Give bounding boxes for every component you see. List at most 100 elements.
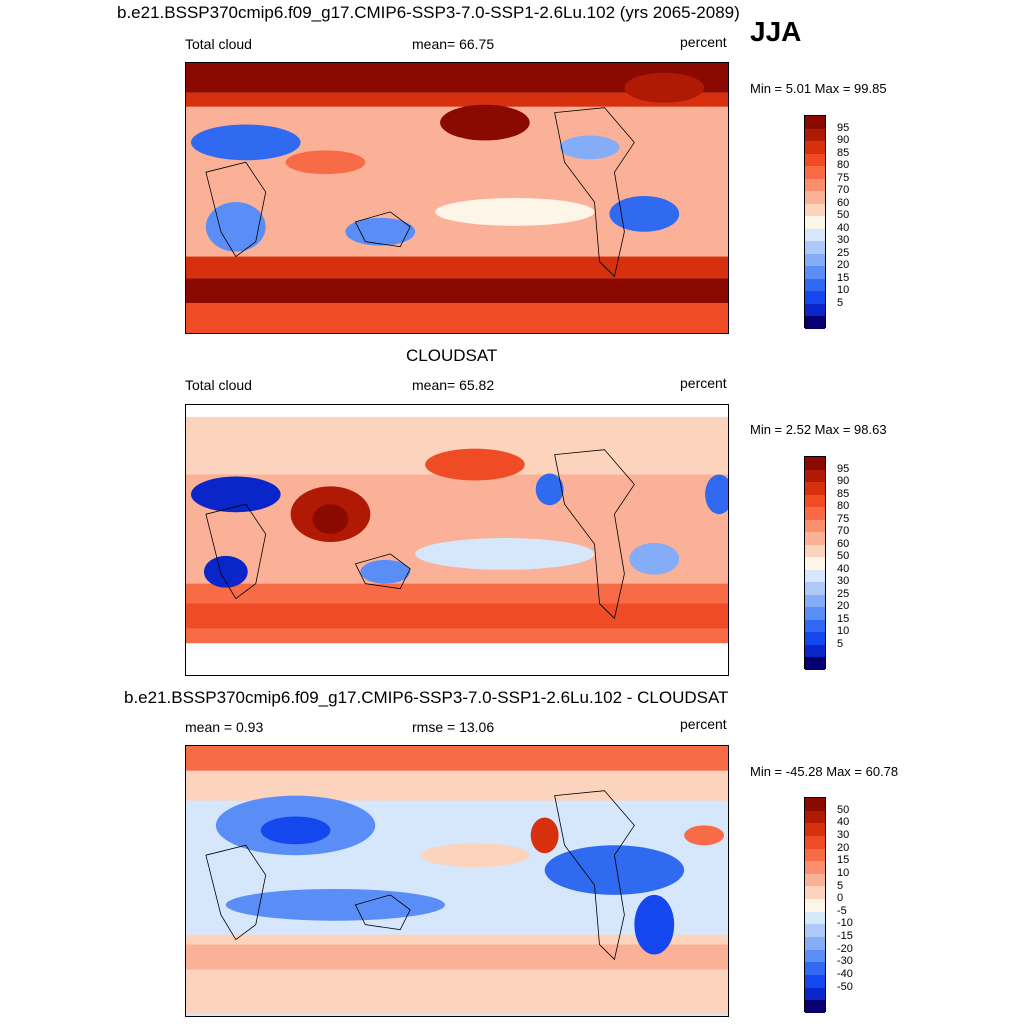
colorbar-tick-label: 50	[837, 209, 850, 222]
colorbar-tick-label: 15	[837, 612, 850, 625]
colorbar-swatch	[805, 937, 825, 950]
panel-3-title: b.e21.BSSP370cmip6.f09_g17.CMIP6-SSP3-7.…	[124, 688, 729, 707]
colorbar-swatch	[805, 798, 825, 811]
panel-1-min-max: Min = 5.01 Max = 99.85	[750, 81, 887, 96]
colorbar-swatch	[805, 191, 825, 204]
colorbar-swatch	[805, 594, 825, 608]
colorbar-swatch	[805, 949, 825, 963]
panel-3-mean-label: mean = 0.93	[185, 719, 264, 735]
colorbar-swatch	[805, 557, 825, 570]
colorbar-swatch	[805, 457, 825, 470]
colorbar-swatch	[805, 544, 825, 558]
colorbar-swatch	[805, 810, 825, 824]
colorbar-tick-label: 75	[837, 512, 850, 525]
colorbar-swatch	[805, 873, 825, 887]
colorbar-swatch	[805, 974, 825, 988]
panel-3-colorbar	[804, 797, 826, 1013]
panel-2-mean-label: mean= 65.82	[412, 377, 495, 393]
colorbar-tick-label: 30	[837, 234, 850, 247]
colorbar-swatch	[805, 291, 825, 304]
colorbar-swatch	[805, 987, 825, 1001]
colorbar-swatch	[805, 178, 825, 192]
colorbar-tick-label: -15	[837, 930, 853, 943]
colorbar-tick-label: 20	[837, 259, 850, 272]
colorbar-swatch	[805, 278, 825, 292]
panel-3-map	[185, 745, 729, 1017]
colorbar-swatch	[805, 886, 825, 900]
colorbar-tick-label: 5	[837, 879, 844, 892]
colorbar-tick-label: 10	[837, 625, 850, 638]
colorbar-swatch	[805, 1000, 825, 1013]
panel-3-units-label: percent	[680, 716, 727, 732]
panel-2-units-label: percent	[680, 375, 727, 391]
colorbar-tick-label: 95	[837, 121, 850, 134]
colorbar-swatch	[805, 644, 825, 658]
colorbar-swatch	[805, 316, 825, 329]
colorbar-tick-label: -20	[837, 942, 853, 955]
colorbar-tick-label: -50	[837, 980, 853, 993]
colorbar-tick-label: 70	[837, 184, 850, 197]
panel-2-map	[185, 404, 729, 676]
colorbar-tick-label: 95	[837, 462, 850, 475]
colorbar-swatch	[805, 153, 825, 167]
colorbar-tick-label: -10	[837, 917, 853, 930]
colorbar-tick-label: 20	[837, 600, 850, 613]
colorbar-swatch	[805, 911, 825, 925]
colorbar-swatch	[805, 823, 825, 836]
colorbar-swatch	[805, 962, 825, 975]
colorbar-tick-label: 60	[837, 196, 850, 209]
colorbar-tick-label: 10	[837, 866, 850, 879]
colorbar-tick-label: 0	[837, 892, 844, 905]
colorbar-tick-label: -40	[837, 968, 853, 981]
colorbar-tick-label: 40	[837, 816, 850, 829]
season-label: JJA	[750, 16, 802, 47]
colorbar-swatch	[805, 494, 825, 508]
colorbar-swatch	[805, 116, 825, 129]
colorbar-tick-label: 15	[837, 271, 850, 284]
colorbar-tick-label: 90	[837, 134, 850, 147]
colorbar-swatch	[805, 166, 825, 179]
colorbar-swatch	[805, 607, 825, 620]
panel-1-units-label: percent	[680, 34, 727, 50]
colorbar-swatch	[805, 141, 825, 154]
colorbar-tick-label: 5	[837, 296, 844, 309]
colorbar-tick-label: 30	[837, 575, 850, 588]
panel-1-colorbar	[804, 115, 826, 329]
colorbar-swatch	[805, 519, 825, 533]
colorbar-tick-label: 40	[837, 221, 850, 234]
panel-3-min-max: Min = -45.28 Max = 60.78	[750, 764, 899, 779]
colorbar-tick-label: 5	[837, 637, 844, 650]
colorbar-swatch	[805, 266, 825, 279]
colorbar-tick-label: -5	[837, 904, 847, 917]
colorbar-swatch	[805, 569, 825, 583]
panel-1-map	[185, 62, 729, 334]
panel-3-rmse-label: rmse = 13.06	[412, 719, 495, 735]
colorbar-tick-label: 30	[837, 828, 850, 841]
panel-2-min-max: Min = 2.52 Max = 98.63	[750, 422, 887, 437]
colorbar-swatch	[805, 657, 825, 670]
colorbar-tick-label: 40	[837, 562, 850, 575]
colorbar-tick-label: 10	[837, 284, 850, 297]
colorbar-swatch	[805, 128, 825, 142]
panel-1-mean-label: mean= 66.75	[412, 36, 495, 52]
colorbar-tick-label: 70	[837, 525, 850, 538]
colorbar-tick-label: 15	[837, 854, 850, 867]
colorbar-tick-label: 85	[837, 146, 850, 159]
colorbar-swatch	[805, 848, 825, 862]
colorbar-tick-label: 80	[837, 500, 850, 513]
colorbar-swatch	[805, 203, 825, 217]
colorbar-swatch	[805, 228, 825, 242]
colorbar-tick-label: 25	[837, 246, 850, 259]
colorbar-swatch	[805, 507, 825, 520]
panel-2-title: CLOUDSAT	[406, 346, 498, 365]
colorbar-tick-label: 90	[837, 475, 850, 488]
colorbar-tick-label: 60	[837, 537, 850, 550]
colorbar-swatch	[805, 924, 825, 938]
colorbar-swatch	[805, 241, 825, 254]
colorbar-swatch	[805, 582, 825, 595]
panel-1-title: b.e21.BSSP370cmip6.f09_g17.CMIP6-SSP3-7.…	[117, 3, 740, 22]
colorbar-swatch	[805, 861, 825, 874]
colorbar-swatch	[805, 619, 825, 633]
colorbar-swatch	[805, 835, 825, 849]
colorbar-tick-label: -30	[837, 955, 853, 968]
